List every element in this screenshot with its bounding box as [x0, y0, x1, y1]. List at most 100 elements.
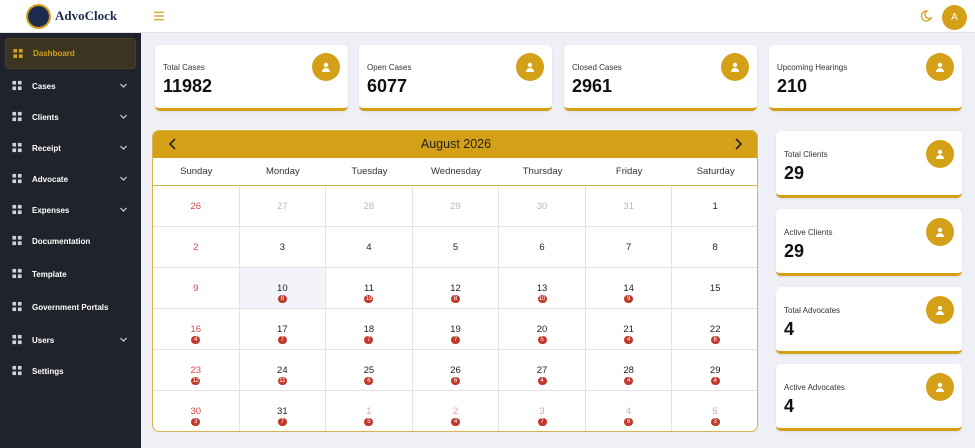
- hearing-count: 7: [277, 418, 287, 426]
- calendar-day[interactable]: 30: [499, 186, 586, 227]
- calendar-day[interactable]: 15: [672, 268, 757, 309]
- nav-item[interactable]: Documentation: [5, 226, 136, 257]
- prev-month[interactable]: [167, 138, 179, 150]
- weekday: Saturday: [672, 158, 757, 186]
- hearing-count: 8: [450, 295, 460, 303]
- stat-label: Total Advocates: [784, 306, 841, 315]
- calendar-day[interactable]: 27 4: [499, 350, 586, 391]
- calendar-day[interactable]: 29: [412, 186, 500, 227]
- calendar-day[interactable]: 17 7: [239, 309, 327, 350]
- day-number: 7: [625, 242, 632, 253]
- stat-value: 2961: [572, 76, 613, 96]
- calendar-day[interactable]: 9: [153, 268, 240, 309]
- hearing-count: 7: [450, 336, 460, 344]
- calendar-day[interactable]: 28: [326, 186, 413, 227]
- chevron: [120, 145, 127, 150]
- day-number: 13: [536, 283, 548, 294]
- calendar-day[interactable]: 1: [672, 186, 757, 227]
- calendar-day[interactable]: 24 11: [239, 350, 327, 391]
- calendar-day[interactable]: 6: [499, 227, 586, 268]
- calendar-day[interactable]: 27: [239, 186, 327, 227]
- stat-value: 6077: [367, 76, 408, 96]
- calendar-day[interactable]: 21 4: [585, 309, 673, 350]
- calendar-header: August 2026: [153, 131, 757, 158]
- card-glyph: [526, 62, 534, 72]
- day-number: 3: [279, 242, 285, 253]
- nav-icon: [12, 173, 22, 184]
- calendar-day[interactable]: 26 6: [412, 350, 500, 391]
- calendar-day[interactable]: 19 7: [412, 309, 500, 350]
- day-number: 27: [277, 201, 288, 212]
- stat-card: Closed Cases 2961: [564, 45, 757, 111]
- stat-label: Upcoming Hearings: [777, 63, 848, 72]
- nav-item[interactable]: Clients: [5, 102, 136, 133]
- day-number: 17: [277, 324, 288, 335]
- calendar-day[interactable]: 31: [585, 186, 673, 227]
- side-stat-card: Active Advocates 4: [776, 364, 962, 431]
- card-glyph: [936, 62, 944, 72]
- nav-icon: [12, 142, 22, 153]
- nav-item[interactable]: Users: [5, 325, 136, 356]
- arrow-left: [168, 138, 176, 150]
- calendar-day[interactable]: 29 4: [672, 350, 757, 391]
- day-number: 16: [190, 324, 202, 335]
- next-month[interactable]: [732, 138, 744, 150]
- calendar-day[interactable]: 4: [326, 227, 413, 268]
- theme-toggle[interactable]: [920, 10, 932, 22]
- calendar-day[interactable]: 8: [672, 227, 757, 268]
- stat-value: 29: [784, 241, 805, 261]
- hearing-count: 7: [277, 336, 287, 344]
- nav-item[interactable]: Government Portals: [5, 292, 136, 323]
- hearing-count: 3: [191, 418, 201, 426]
- nav-item[interactable]: Receipt: [5, 133, 136, 164]
- calendar-day[interactable]: 10 8: [239, 268, 327, 309]
- calendar-day[interactable]: 30 3: [153, 391, 240, 431]
- day-number: 20: [536, 324, 548, 335]
- card-glyph: [322, 62, 330, 72]
- calendar-day[interactable]: 14 9: [585, 268, 673, 309]
- nav-item[interactable]: Dashboard: [5, 38, 136, 69]
- calendar-day[interactable]: 23 12: [153, 350, 240, 391]
- top-bar: AdvoClock A: [0, 0, 975, 33]
- calendar-day[interactable]: 7: [585, 227, 673, 268]
- nav-icon: [12, 301, 22, 312]
- calendar-day[interactable]: 16 4: [153, 309, 240, 350]
- nav-item[interactable]: Expenses: [5, 195, 136, 226]
- nav-item[interactable]: Template: [5, 259, 136, 290]
- calendar-day[interactable]: 18 7: [326, 309, 413, 350]
- nav-item[interactable]: Cases: [5, 71, 136, 102]
- day-number: 29: [450, 201, 461, 212]
- menu-toggle[interactable]: [153, 11, 165, 21]
- calendar-day[interactable]: 2: [153, 227, 240, 268]
- nav-item[interactable]: Settings: [5, 356, 136, 387]
- day-number: 8: [712, 242, 718, 253]
- day-number: 28: [363, 201, 375, 212]
- calendar-day[interactable]: 28 4: [585, 350, 673, 391]
- calendar-day[interactable]: 13 10: [499, 268, 586, 309]
- nav-icon: [12, 334, 22, 345]
- nav-item[interactable]: Advocate: [5, 164, 136, 195]
- calendar-day[interactable]: 20 5: [499, 309, 586, 350]
- day-number: 12: [450, 283, 461, 294]
- side-stat-card: Active Clients 29: [776, 209, 962, 276]
- day-number: 1: [712, 201, 718, 212]
- day-number: 3: [539, 406, 545, 417]
- calendar-day[interactable]: 31 7: [240, 391, 327, 431]
- calendar-day[interactable]: 3: [239, 227, 327, 268]
- calendar-day[interactable]: 26: [153, 186, 240, 227]
- calendar-day[interactable]: 12 8: [412, 268, 500, 309]
- hearing-count: 19: [364, 295, 374, 303]
- calendar-day[interactable]: 5: [412, 227, 500, 268]
- calendar-day[interactable]: 25 6: [326, 350, 413, 391]
- calendar-day[interactable]: 11 19: [326, 268, 413, 309]
- avatar[interactable]: A: [942, 5, 967, 30]
- hearing-count: 4: [450, 418, 460, 426]
- day-number: 31: [623, 201, 634, 212]
- calendar-day[interactable]: 22 8: [672, 309, 757, 350]
- day-number: 30: [190, 406, 202, 417]
